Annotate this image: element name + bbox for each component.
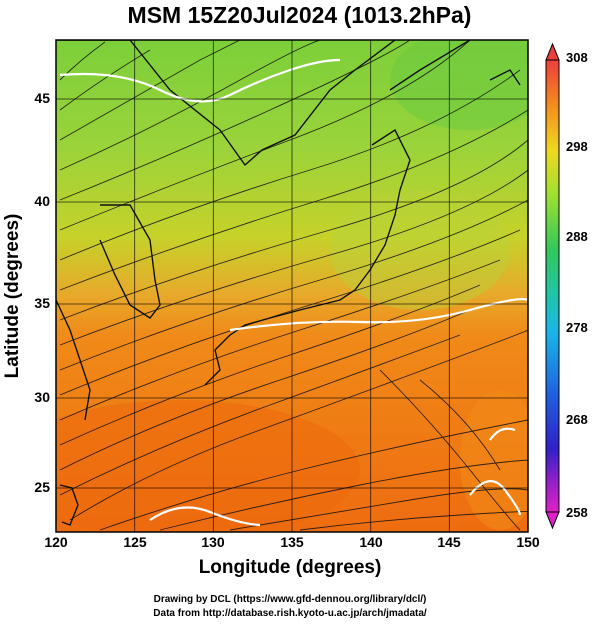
x-tick-label: 145 bbox=[437, 534, 461, 550]
colorbar-tick-label: 268 bbox=[566, 412, 588, 427]
grid bbox=[56, 40, 528, 532]
x-tick-label: 120 bbox=[44, 534, 68, 550]
x-tick-label: 125 bbox=[123, 534, 147, 550]
y-tick-label: 45 bbox=[34, 90, 50, 106]
credit-data: Data from http://database.rish.kyoto-u.a… bbox=[153, 608, 427, 619]
credit-drawing: Drawing by DCL (https://www.gfd-dennou.o… bbox=[153, 594, 427, 605]
x-tick-label: 135 bbox=[280, 534, 304, 550]
colorbar-tick-label: 298 bbox=[566, 139, 588, 154]
colorbar-tick-label: 308 bbox=[566, 50, 588, 65]
x-axis-label: Longitude (degrees) bbox=[198, 557, 382, 578]
colorbar-tick-label: 278 bbox=[566, 320, 588, 335]
y-axis-label: Latitude (degrees) bbox=[2, 213, 23, 379]
y-tick-label: 30 bbox=[34, 389, 50, 405]
y-tick-label: 25 bbox=[34, 479, 50, 495]
x-tick-label: 130 bbox=[201, 534, 225, 550]
x-tick-label: 150 bbox=[516, 534, 540, 550]
streamlines bbox=[59, 40, 528, 531]
y-tick-label: 40 bbox=[34, 193, 50, 209]
colorbar-tick-label: 288 bbox=[566, 229, 588, 244]
x-tick-label: 140 bbox=[359, 534, 383, 550]
y-tick-label: 35 bbox=[34, 295, 50, 311]
chart-title: MSM 15Z20Jul2024 (1013.2hPa) bbox=[127, 2, 472, 28]
contours bbox=[59, 58, 528, 527]
coastlines bbox=[56, 40, 521, 526]
colorbar-tick-label: 258 bbox=[566, 505, 588, 520]
colorbar bbox=[545, 42, 560, 530]
plot-frame bbox=[55, 39, 529, 533]
